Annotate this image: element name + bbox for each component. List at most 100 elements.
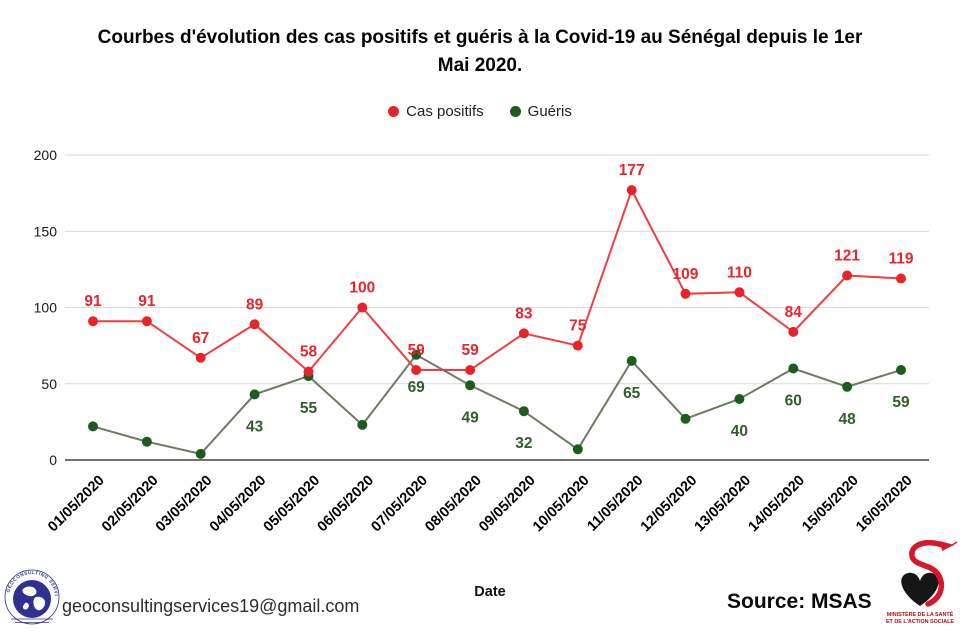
data-point-gue-ris (411, 349, 422, 360)
x-tick-label: 16/05/2020 (853, 473, 916, 536)
data-point-gue-ris (141, 436, 152, 447)
data-point-label-cas-positifs: 110 (727, 264, 752, 281)
msas-caption-line1: MINISTÈRE DE LA SANTÉ (887, 610, 954, 618)
data-point-cas-positifs (465, 365, 476, 375)
data-point-label-gue-ris: 48 (838, 411, 856, 428)
data-point-cas-positifs (788, 326, 799, 337)
msas-snake-head (940, 541, 954, 551)
data-point-label-cas-positifs: 83 (515, 305, 533, 322)
data-point-cas-positifs (357, 302, 368, 313)
x-tick-label: 13/05/2020 (692, 473, 755, 536)
data-point-label-cas-positifs: 177 (619, 162, 645, 179)
x-tick-label: 12/05/2020 (638, 473, 701, 536)
data-point-label-cas-positifs: 58 (300, 344, 318, 361)
y-tick-label: 50 (41, 376, 57, 392)
data-point-gue-ris (626, 355, 637, 366)
data-point-gue-ris (734, 394, 745, 404)
x-tick-label: 07/05/2020 (368, 473, 431, 536)
msas-caption-line2: ET DE L'ACTION SOCIALE (886, 619, 954, 625)
data-point-cas-positifs (303, 366, 314, 377)
x-tick-label: 01/05/2020 (45, 473, 108, 536)
data-point-label-cas-positifs: 119 (888, 251, 913, 268)
chart-title-line1: Courbes d'évolution des cas positifs et … (97, 27, 863, 48)
globe-landmass (22, 586, 37, 597)
msas-snake-icon (909, 540, 948, 607)
globe-icon (13, 580, 51, 618)
data-point-label-gue-ris: 40 (731, 423, 748, 440)
data-point-cas-positifs (88, 316, 98, 327)
data-point-cas-positifs (411, 365, 422, 375)
x-tick-label: 04/05/2020 (207, 473, 270, 536)
x-tick-label: 10/05/2020 (530, 473, 593, 536)
msas-snake-tongue (951, 541, 958, 546)
data-point-gue-ris (896, 365, 906, 375)
globe-landmass (22, 602, 29, 610)
data-point-gue-ris (249, 389, 260, 400)
data-point-gue-ris (680, 413, 691, 424)
data-point-gue-ris (788, 363, 799, 374)
legend: Cas positifs Guéris (0, 103, 960, 120)
data-point-label-gue-ris: 55 (300, 400, 318, 417)
y-tick-label: 0 (49, 452, 57, 468)
data-point-label-cas-positifs: 59 (408, 342, 426, 359)
data-point-label-gue-ris: 49 (461, 409, 479, 426)
data-point-cas-positifs (842, 270, 853, 281)
legend-label-gueris: Guéris (527, 103, 572, 120)
x-tick-label: 09/05/2020 (476, 473, 539, 536)
data-point-label-cas-positifs: 84 (785, 304, 803, 321)
data-point-label-cas-positifs: 89 (246, 296, 264, 313)
legend-label-cas-positifs: Cas positifs (406, 103, 484, 120)
data-point-cas-positifs (141, 316, 152, 327)
data-point-gue-ris (357, 419, 368, 430)
data-point-label-cas-positifs: 100 (349, 280, 375, 297)
globe-landmass (33, 596, 46, 611)
x-tick-label: 15/05/2020 (799, 473, 862, 536)
data-point-label-cas-positifs: 59 (461, 342, 479, 359)
series-line-gue-ris (92, 353, 902, 456)
data-point-cas-positifs (195, 352, 206, 363)
data-point-gue-ris (88, 421, 98, 432)
msas-heart-icon (901, 572, 939, 606)
data-point-cas-positifs (896, 273, 906, 284)
data-point-gue-ris (518, 406, 529, 417)
x-tick-label: 06/05/2020 (315, 473, 378, 536)
chart-title-line2: Mai 2020. (437, 54, 523, 76)
data-point-label-cas-positifs: 121 (834, 248, 860, 265)
data-point-gue-ris (842, 381, 853, 392)
data-point-label-cas-positifs: 67 (192, 330, 209, 347)
data-point-label-cas-positifs: 91 (138, 293, 156, 310)
data-point-label-gue-ris: 59 (892, 394, 910, 411)
data-point-cas-positifs (680, 288, 691, 299)
geoconsulting-logo: GEOCONSULTING SERVICES (3, 559, 60, 625)
data-point-cas-positifs (734, 287, 745, 298)
data-point-cas-positifs (518, 328, 529, 339)
x-axis-title: Date (474, 584, 505, 600)
data-point-label-cas-positifs: 91 (84, 293, 102, 310)
y-tick-label: 200 (34, 147, 58, 163)
data-point-cas-positifs (626, 185, 637, 196)
series-line-cas-positifs (93, 187, 902, 374)
data-point-label-cas-positifs: 75 (569, 318, 587, 335)
data-point-cas-positifs (572, 340, 583, 351)
data-point-label-gue-ris: 60 (785, 393, 802, 410)
y-tick-label: 150 (34, 223, 58, 239)
msas-logo: MINISTÈRE DE LA SANTÉ ET DE L'ACTION SOC… (886, 540, 958, 625)
x-tick-label: 11/05/2020 (584, 473, 646, 535)
email-text: geoconsultingservices19@gmail.com (62, 596, 360, 616)
legend-item-cas-positifs: Cas positifs (388, 103, 484, 120)
source-label: Source: MSAS (727, 590, 872, 613)
data-point-gue-ris (195, 448, 206, 459)
data-point-label-cas-positifs: 109 (673, 266, 699, 283)
data-point-cas-positifs (249, 319, 260, 330)
data-point-label-gue-ris: 65 (623, 385, 641, 402)
data-point-gue-ris (465, 380, 476, 391)
data-point-label-gue-ris: 32 (515, 435, 532, 452)
data-point-label-gue-ris: 69 (408, 379, 426, 396)
legend-item-gueris: Guéris (509, 103, 572, 120)
x-tick-label: 14/05/2020 (745, 473, 808, 536)
x-tick-label: 05/05/2020 (261, 473, 324, 536)
chart-title: Courbes d'évolution des cas positifs et … (30, 24, 930, 79)
x-tick-label: 03/05/2020 (153, 473, 216, 536)
